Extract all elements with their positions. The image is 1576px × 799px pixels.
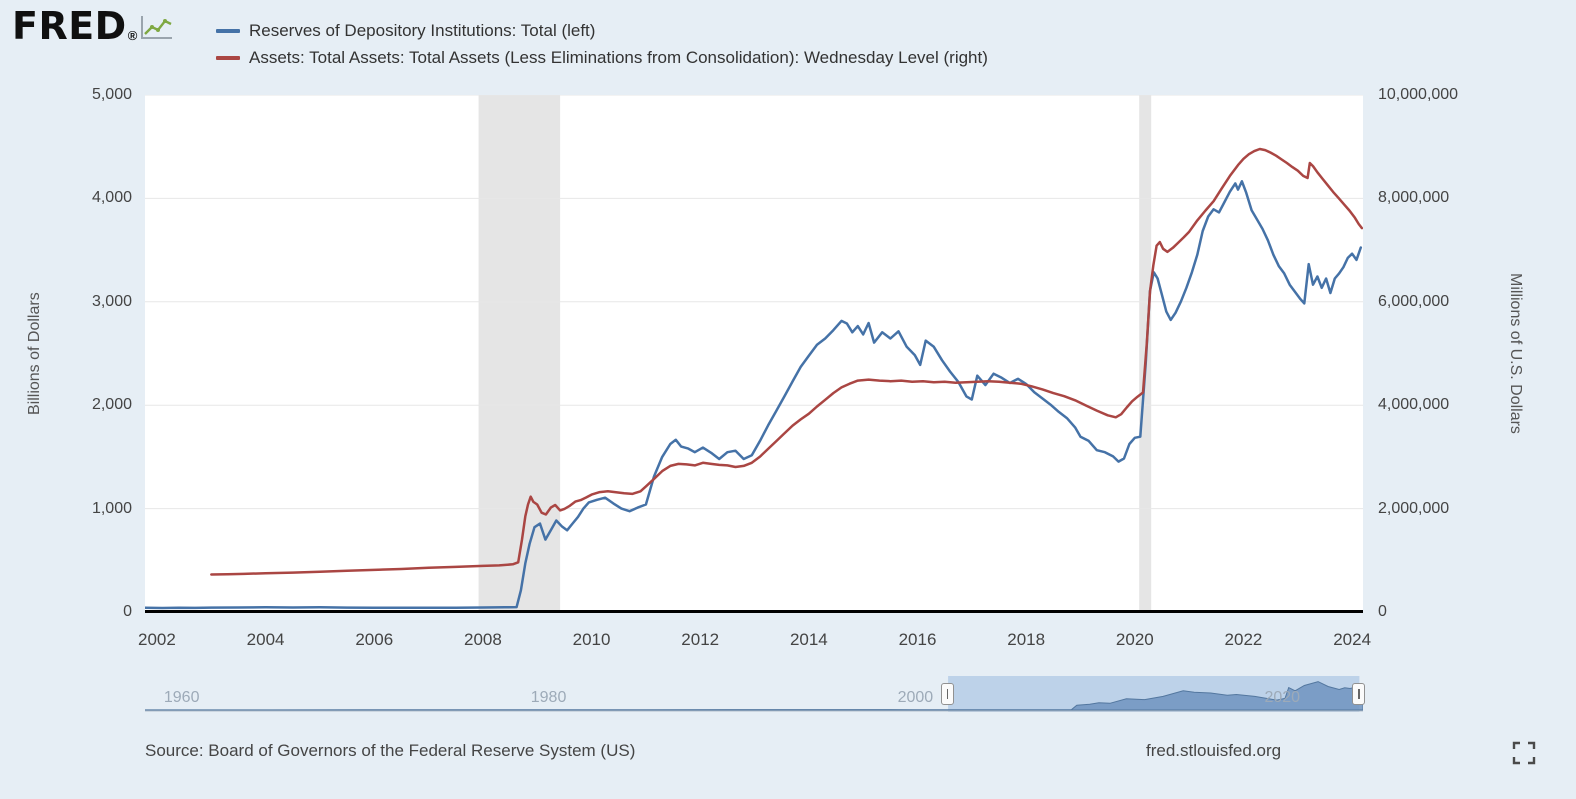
legend-label-reserves: Reserves of Depository Institutions: Tot…	[249, 20, 596, 40]
slider-handle-left[interactable]	[941, 683, 955, 705]
x-axis-tick-label: 2018	[1007, 630, 1046, 649]
y-axis-tick-label-left: 2,000	[91, 396, 132, 414]
legend: Reserves of Depository Institutions: Tot…	[216, 17, 988, 71]
legend-swatch-blue	[216, 28, 240, 33]
x-axis-tick-label: 2012	[681, 630, 720, 649]
y-axis-tick-label-right: 8,000,000	[1378, 189, 1450, 207]
legend-item-reserves: Reserves of Depository Institutions: Tot…	[216, 17, 988, 44]
legend-label-assets: Assets: Total Assets: Total Assets (Less…	[249, 47, 988, 67]
series-line-assets	[210, 147, 1364, 576]
x-axis-line	[145, 610, 1363, 613]
recession-band	[478, 95, 561, 612]
fred-logo[interactable]: FRED ®	[12, 4, 174, 48]
left-axis-title: Billions of Dollars	[26, 292, 43, 415]
y-axis-tick-label-right: 4,000,000	[1378, 396, 1450, 414]
handle-grip	[946, 689, 949, 699]
legend-swatch-red	[216, 55, 240, 60]
logo-sparkline-icon	[141, 16, 173, 40]
slider-year-label: 1980	[530, 689, 567, 706]
slider-year-label: 1960	[163, 689, 200, 706]
y-axis-tick-label-left: 5,000	[91, 86, 132, 103]
slider-mini-area-chart	[145, 681, 1363, 711]
y-axis-tick-label-right: 0	[1378, 603, 1387, 620]
x-axis-tick-label: 2022	[1224, 630, 1263, 649]
range-slider[interactable]: 1960 1980 2000 2020	[145, 676, 1366, 712]
slider-handle-right[interactable]	[1352, 683, 1366, 705]
site-link[interactable]: fred.stlouisfed.org	[1146, 741, 1282, 760]
chart-canvas	[143, 94, 1364, 613]
slider-year-label: 2000	[897, 689, 934, 706]
slider-year-label: 2020	[1264, 689, 1301, 706]
x-axis-tick-label: 2020	[1115, 630, 1154, 649]
fullscreen-icon[interactable]	[1512, 741, 1536, 765]
fred-logo-text: FRED	[12, 4, 127, 48]
x-axis-tick-label: 2024	[1333, 630, 1372, 649]
x-axis-tick-label: 2008	[463, 630, 502, 649]
x-axis-tick-label: 2004	[246, 630, 285, 649]
y-axis-tick-label-right: 2,000,000	[1378, 499, 1450, 517]
slider-canvas	[145, 676, 1363, 712]
y-axis-tick-label-right: 10,000,000	[1378, 86, 1459, 103]
y-axis-tick-label-left: 3,000	[91, 292, 132, 310]
y-axis-tick-label-left: 1,000	[91, 499, 132, 517]
source-text: Source: Board of Governors of the Federa…	[145, 741, 636, 760]
x-axis-tick-label: 2016	[898, 630, 937, 649]
x-axis-tick-label: 2002	[138, 630, 176, 649]
legend-item-assets: Assets: Total Assets: Total Assets (Less…	[216, 44, 988, 71]
x-axis-tick-label: 2010	[572, 630, 611, 649]
registered-mark-icon: ®	[127, 28, 138, 44]
series-line-reserves	[143, 180, 1363, 610]
chart-plot-area[interactable]	[143, 94, 1364, 613]
x-axis-tick-label: 2006	[355, 630, 394, 649]
x-axis-tick-label: 2014	[789, 630, 828, 649]
handle-grip	[1358, 689, 1360, 699]
y-axis-tick-label-left: 0	[123, 603, 132, 620]
right-axis-title: Millions of U.S. Dollars	[1507, 273, 1524, 434]
y-axis-tick-label-left: 4,000	[91, 189, 132, 207]
y-axis-tick-label-right: 6,000,000	[1378, 292, 1450, 310]
